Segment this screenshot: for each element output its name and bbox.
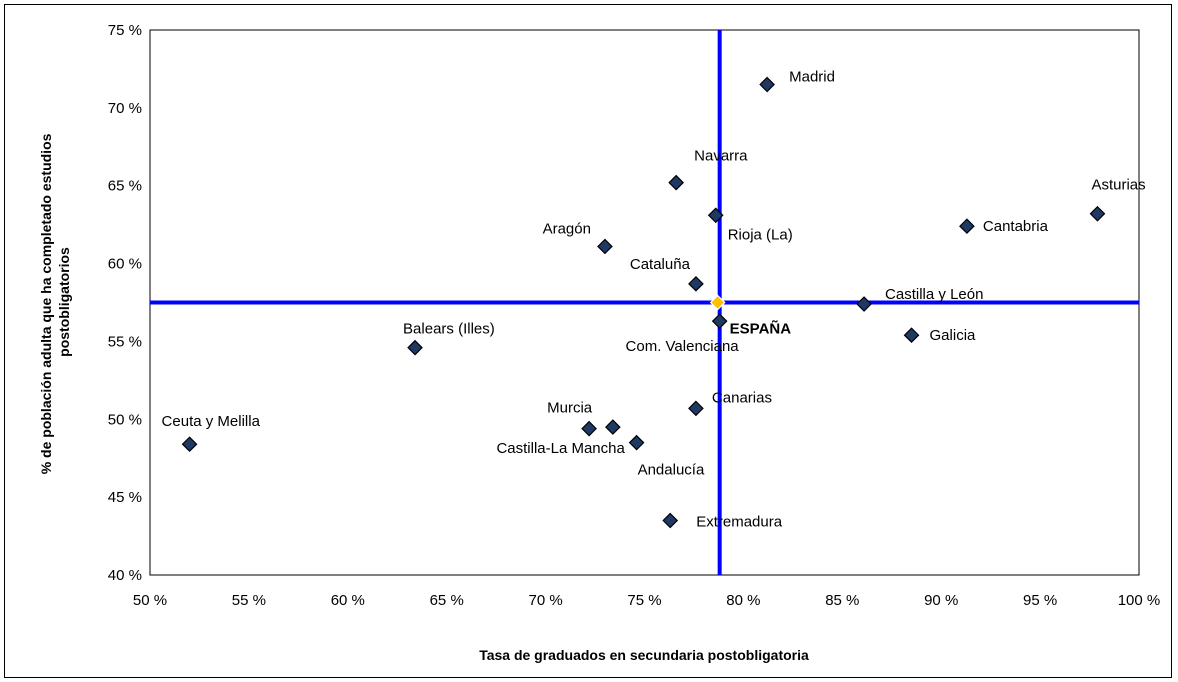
point-castilla-y-leon (856, 296, 872, 312)
label-com-valenciana: Com. Valenciana (626, 338, 740, 355)
y-tick-label: 70 % (108, 100, 142, 117)
y-tick-label: 40 % (108, 567, 142, 584)
x-tick-label: 50 % (133, 592, 167, 609)
x-tick-label: 55 % (232, 592, 266, 609)
chart-frame: 50 % 55 % 60 % 65 % 70 % 75 % 80 % 85 % 90 % 95 %… (4, 4, 1172, 678)
label-balears-illes: Balears (Illes) (403, 321, 495, 338)
point-andalucia (628, 434, 645, 451)
point-castilla-la-mancha (605, 419, 621, 435)
label-aragon: Aragón (543, 220, 591, 237)
point-cantabria (959, 218, 975, 235)
x-tick-label: 75 % (627, 592, 661, 609)
x-tick-label: 85 % (825, 592, 859, 609)
point-cataluna (688, 275, 704, 292)
y-axis-title: % de población adulta que ha completado … (38, 130, 72, 475)
point-com-valenciana (711, 313, 728, 330)
y-tick-label: 75 % (108, 22, 142, 39)
label-cataluna: Cataluña (630, 256, 691, 273)
label-extremadura: Extremadura (696, 514, 783, 531)
point-labels: Madrid Navarra Asturias Rioja (La) Cantabria… (162, 69, 1146, 531)
x-tick-label: 70 % (528, 592, 562, 609)
x-tick-label: 60 % (331, 592, 365, 609)
point-aragon (597, 238, 613, 255)
point-extremadura (662, 512, 679, 529)
x-tick-label: 100 % (1118, 592, 1161, 609)
label-madrid: Madrid (789, 69, 835, 86)
label-ceuta-y-melilla: Ceuta y Melilla (162, 413, 261, 430)
y-axis-ticks: 40 % 45 % 50 % 55 % 60 % 65 % 70 % 75 % (108, 22, 142, 584)
label-castilla-la-mancha: Castilla-La Mancha (496, 440, 625, 457)
x-axis-title: Tasa de graduados en secundaria postobli… (479, 647, 809, 663)
point-balears-illes (407, 339, 423, 356)
point-espana (709, 294, 726, 311)
y-tick-label: 55 % (108, 333, 142, 350)
label-navarra: Navarra (694, 148, 748, 165)
label-cantabria: Cantabria (983, 218, 1049, 235)
y-axis-title-line-2: postobligatorios (56, 247, 72, 357)
point-madrid (759, 76, 775, 93)
data-points (181, 76, 1106, 529)
label-canarias: Canarias (712, 389, 772, 406)
x-tick-label: 65 % (430, 592, 464, 609)
x-tick-label: 90 % (924, 592, 958, 609)
y-axis-title-line-1: % de población adulta que ha completado … (38, 133, 54, 474)
label-andalucia: Andalucía (638, 462, 705, 479)
point-canarias (688, 400, 704, 417)
y-tick-label: 50 % (108, 411, 142, 428)
point-ceuta-y-melilla (181, 436, 198, 453)
y-tick-label: 45 % (108, 489, 142, 506)
x-tick-label: 80 % (726, 592, 760, 609)
point-asturias (1089, 205, 1106, 222)
label-asturias: Asturias (1091, 177, 1145, 194)
x-axis-ticks: 50 % 55 % 60 % 65 % 70 % 75 % 80 % 85 % 90 % 95 %… (133, 592, 1160, 609)
x-tick-label: 95 % (1023, 592, 1057, 609)
label-murcia: Murcia (547, 400, 593, 417)
label-castilla-y-leon: Castilla y León (885, 286, 983, 303)
point-navarra (668, 174, 684, 191)
point-rioja-la (707, 207, 724, 224)
scatter-chart: 50 % 55 % 60 % 65 % 70 % 75 % 80 % 85 % 90 % 95 %… (38, 22, 1160, 663)
y-tick-label: 65 % (108, 178, 142, 195)
point-galicia (903, 327, 920, 344)
label-galicia: Galicia (930, 327, 977, 344)
y-tick-label: 60 % (108, 256, 142, 273)
point-murcia (581, 420, 597, 437)
label-rioja-la: Rioja (La) (728, 226, 793, 243)
label-espana: ESPAÑA (730, 320, 792, 338)
